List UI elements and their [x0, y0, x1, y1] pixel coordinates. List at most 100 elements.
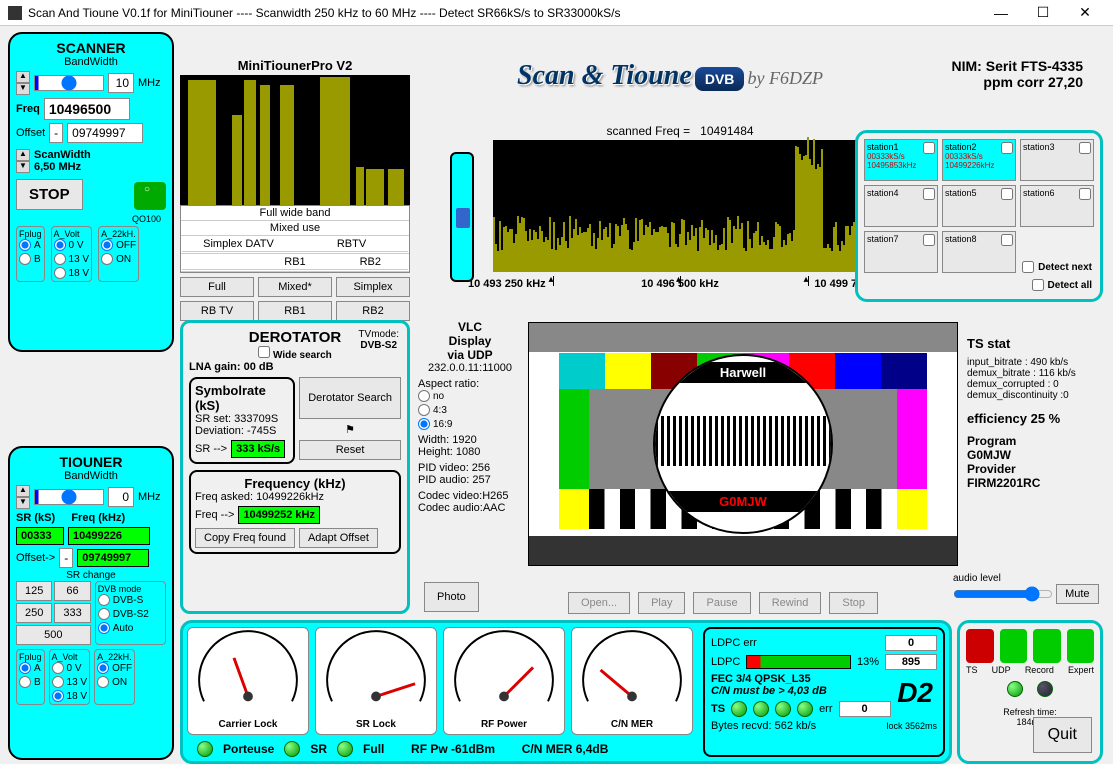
radio-ti-a22-0[interactable] [97, 662, 109, 674]
photo-button[interactable]: Photo [424, 582, 479, 612]
radio-vlc-aspect-0[interactable] [418, 390, 430, 402]
maximize-button[interactable]: ☐ [1023, 1, 1063, 25]
sr-output: 333 kS/s [231, 440, 285, 458]
radio-vlc-aspect-2[interactable] [418, 418, 430, 430]
stop-playback-button[interactable]: Stop [829, 592, 878, 614]
radio-ti-avolt-2[interactable] [52, 690, 64, 702]
minimize-button[interactable]: — [981, 1, 1021, 25]
expert-toggle[interactable] [1067, 629, 1095, 663]
station-6[interactable]: station6 [1020, 185, 1094, 227]
fplug-label: Fplug [19, 229, 42, 239]
spectrum-display [180, 75, 410, 205]
porteuse-led [197, 741, 213, 757]
radio-sc-avolt-1[interactable] [54, 253, 66, 265]
station-2[interactable]: station200333kS/s10499226kHz [942, 139, 1016, 181]
radio-sc-fplug-0[interactable] [19, 239, 31, 251]
sr-250-button[interactable]: 250 [16, 603, 52, 623]
scanner-freq-value[interactable]: 10496500 [44, 98, 130, 120]
sr-66-button[interactable]: 66 [54, 581, 90, 601]
radio-ti-avolt-0[interactable] [52, 662, 64, 674]
radio-ti-dvb-0[interactable] [98, 594, 110, 606]
radio-ti-dvb-2[interactable] [98, 622, 110, 634]
scanner-offset-value[interactable]: 09749997 [67, 123, 143, 143]
ldpc-box: LDPC err0 LDPC13%895 FEC 3/4 QPSK_L35 C/… [703, 627, 945, 757]
radio-sc-a22-1[interactable] [101, 253, 113, 265]
adapt-offset-button[interactable]: Adapt Offset [299, 528, 378, 548]
bw-up[interactable]: ▲ [16, 71, 30, 83]
ts-led [797, 701, 813, 717]
scanner-bw-value[interactable]: 10 [108, 73, 134, 93]
radio-ti-dvb-1[interactable] [98, 608, 110, 620]
record-panel: TS UDP Record Expert Refresh time:184ms … [957, 620, 1103, 764]
spectrum-panel: MiniTiounerPro V2 Full wide band Mixed u… [180, 58, 410, 298]
mixed--button[interactable]: Mixed* [258, 277, 332, 297]
gauge-0: Carrier Lock [187, 627, 309, 735]
rb1-button[interactable]: RB1 [258, 301, 332, 321]
sr-333-button[interactable]: 333 [54, 603, 90, 623]
video-display: Harwell G0MJW [528, 322, 958, 566]
ts-led [775, 701, 791, 717]
offset-label: Offset [16, 127, 45, 139]
wide-search-cb[interactable] [258, 346, 270, 358]
gauge-2: RF Power [443, 627, 565, 735]
stop-button[interactable]: STOP [16, 179, 83, 210]
rb-tv-button[interactable]: RB TV [180, 301, 254, 321]
close-button[interactable]: ✕ [1065, 1, 1105, 25]
open-button[interactable]: Open... [568, 592, 630, 614]
station-7[interactable]: station7 [864, 231, 938, 273]
vslider[interactable] [450, 152, 474, 282]
mute-button[interactable]: Mute [1056, 584, 1098, 604]
radio-sc-a22-0[interactable] [101, 239, 113, 251]
scanner-panel: SCANNER BandWidth ▲▼ 10 MHz Freq 1049650… [8, 32, 174, 352]
radio-vlc-aspect-1[interactable] [418, 404, 430, 416]
radio-sc-avolt-2[interactable] [54, 267, 66, 279]
freq-label: Freq [16, 103, 40, 115]
scanner-bw-slider[interactable] [34, 75, 104, 91]
quit-button[interactable]: Quit [1033, 717, 1092, 753]
rewind-button[interactable]: Rewind [759, 592, 822, 614]
full-button[interactable]: Full [180, 277, 254, 297]
ts-toggle[interactable] [966, 629, 994, 663]
radio-ti-fplug-1[interactable] [19, 676, 31, 688]
tsstat-panel: TS stat input_bitrate : 490 kb/s demux_b… [967, 336, 1103, 490]
derotator-panel: DEROTATOR Wide search LNA gain: 00 dB TV… [180, 320, 410, 614]
station-8[interactable]: station8 [942, 231, 1016, 273]
scanner-title: SCANNER [16, 40, 166, 56]
rb2-button[interactable]: RB2 [336, 301, 410, 321]
record-toggle[interactable] [1033, 629, 1061, 663]
station-1[interactable]: station100333kS/s10495853kHz [864, 139, 938, 181]
full-led [337, 741, 353, 757]
station-4[interactable]: station4 [864, 185, 938, 227]
gauge-1: SR Lock [315, 627, 437, 735]
sw-down[interactable]: ▼ [16, 161, 30, 173]
scanner-bandwidth-label: BandWidth [16, 56, 166, 68]
copy-freq-button[interactable]: Copy Freq found [195, 528, 295, 548]
gauges-panel: Carrier LockSR LockRF PowerC/N MER LDPC … [180, 620, 952, 764]
detect-all-cb[interactable] [1032, 279, 1044, 291]
radio-sc-fplug-1[interactable] [19, 253, 31, 265]
sr-500-button[interactable]: 500 [16, 625, 91, 645]
radio-ti-avolt-1[interactable] [52, 676, 64, 688]
bw-down[interactable]: ▼ [16, 83, 30, 95]
ts-led [753, 701, 769, 717]
pause-button[interactable]: Pause [693, 592, 750, 614]
radio-sc-avolt-0[interactable] [54, 239, 66, 251]
station-3[interactable]: station3 [1020, 139, 1094, 181]
sw-up[interactable]: ▲ [16, 149, 30, 161]
window-title: Scan And Tioune V0.1f for MiniTiouner --… [28, 6, 981, 20]
simplex-button[interactable]: Simplex [336, 277, 410, 297]
sr-125-button[interactable]: 125 [16, 581, 52, 601]
reset-button[interactable]: Reset [299, 440, 401, 460]
detect-next-cb[interactable] [1022, 261, 1034, 273]
audio-slider[interactable] [953, 586, 1053, 602]
play-button[interactable]: Play [638, 592, 685, 614]
tiouner-bw-slider[interactable] [34, 489, 104, 505]
radio-ti-fplug-0[interactable] [19, 662, 31, 674]
derotator-search-button[interactable]: Derotator Search [299, 377, 401, 419]
radio-ti-a22-1[interactable] [97, 676, 109, 688]
qo100-toggle[interactable]: QO100 [134, 182, 166, 210]
udp-toggle[interactable] [1000, 629, 1028, 663]
station-5[interactable]: station5 [942, 185, 1016, 227]
scanner-offset-sign[interactable]: - [49, 123, 63, 143]
scanned-spectrum [493, 140, 868, 272]
